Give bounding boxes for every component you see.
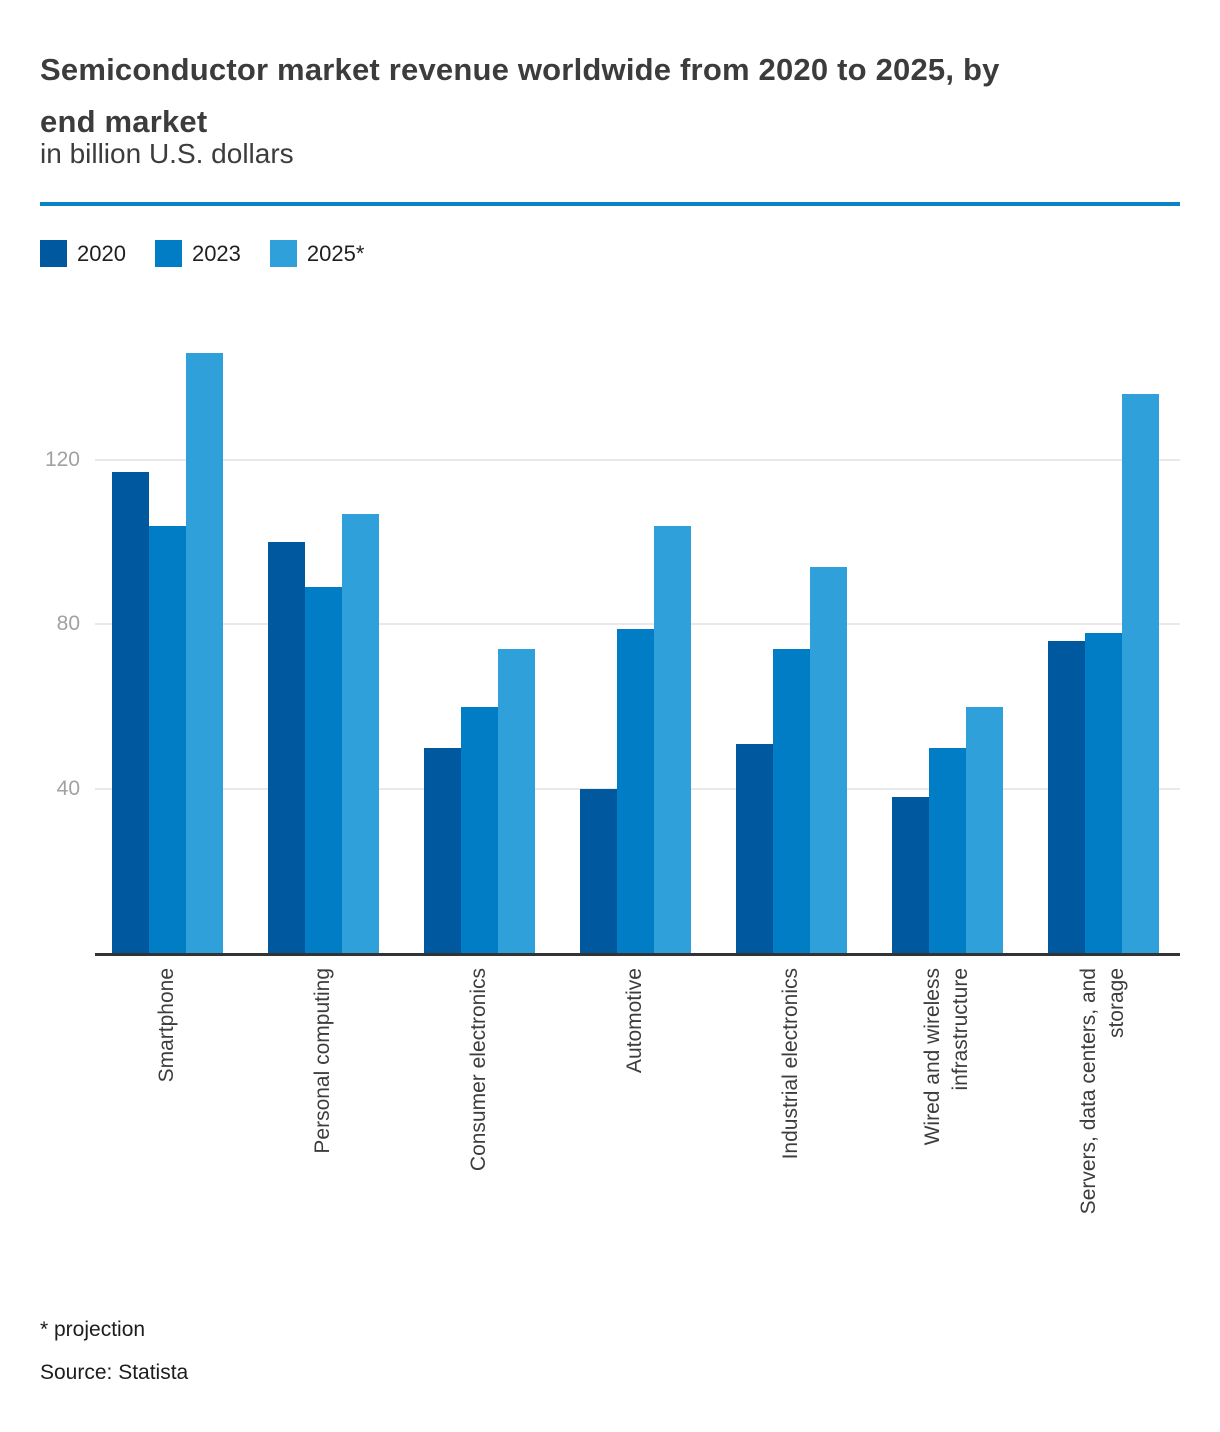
legend-item-2025: 2025* bbox=[269, 240, 365, 267]
chart-title-line2: end market bbox=[40, 104, 208, 139]
legend-item-2020: 2020 bbox=[40, 240, 126, 267]
x-axis-line bbox=[95, 953, 1180, 956]
legend-label: 2025* bbox=[306, 241, 365, 266]
bar bbox=[148, 525, 186, 953]
bar bbox=[772, 649, 810, 953]
x-axis-label: Smartphone bbox=[153, 968, 267, 1082]
bar bbox=[111, 472, 149, 953]
bar bbox=[965, 706, 1003, 953]
bar bbox=[735, 743, 773, 953]
gridline bbox=[95, 623, 1180, 626]
x-axis-label: Automotive bbox=[621, 968, 726, 1073]
x-axis-label: Wired and wireless infrastructure bbox=[919, 968, 1096, 1145]
bar bbox=[460, 706, 498, 953]
bar bbox=[304, 587, 342, 953]
legend-label: 2020 bbox=[77, 241, 126, 266]
bar bbox=[1047, 640, 1085, 953]
y-tick-label: 80 bbox=[56, 612, 80, 636]
x-axis-label-text: Smartphone bbox=[155, 968, 178, 1083]
bar bbox=[579, 788, 617, 953]
x-axis-label-text: Consumer electronics bbox=[467, 968, 490, 1172]
bar bbox=[1084, 632, 1122, 953]
projection-footnote: * projection bbox=[40, 1318, 146, 1341]
bar bbox=[341, 513, 379, 953]
bar bbox=[185, 353, 223, 953]
chart-legend: 2020 2023 2025* bbox=[40, 240, 364, 267]
y-tick-label: 40 bbox=[56, 776, 80, 800]
divider-rule bbox=[40, 202, 1180, 206]
x-axis-label-text: Wired and wireless infrastructure bbox=[921, 968, 972, 1146]
bar bbox=[497, 649, 535, 953]
chart-title-line1: Semiconductor market revenue worldwide f… bbox=[40, 52, 1000, 87]
source-text: Source: Statista bbox=[40, 1361, 189, 1384]
y-tick-label: 120 bbox=[44, 448, 80, 472]
chart-subtitle: in billion U.S. dollars bbox=[40, 138, 294, 169]
x-axis-label-text: Servers, data centers, and storage bbox=[1077, 968, 1128, 1215]
bar bbox=[891, 796, 929, 953]
bar bbox=[653, 525, 691, 953]
bar bbox=[616, 628, 654, 953]
legend-swatch-icon bbox=[269, 240, 297, 267]
legend-swatch-icon bbox=[40, 240, 67, 267]
x-axis-label-text: Automotive bbox=[623, 968, 646, 1074]
legend-item-2023: 2023 bbox=[154, 240, 241, 267]
x-axis-label-text: Industrial electronics bbox=[779, 968, 802, 1160]
bar bbox=[267, 542, 305, 954]
x-axis-label-text: Personal computing bbox=[311, 968, 334, 1154]
gridline bbox=[95, 459, 1180, 462]
bar bbox=[809, 566, 847, 953]
chart-title: Semiconductor market revenue worldwide f… bbox=[40, 44, 1135, 148]
x-axis-label: Servers, data centers, and storage bbox=[1075, 968, 1220, 1214]
bar bbox=[1121, 394, 1159, 953]
legend-label: 2023 bbox=[191, 241, 241, 266]
bar bbox=[928, 747, 966, 953]
bar bbox=[423, 747, 461, 953]
legend-swatch-icon bbox=[154, 240, 182, 267]
